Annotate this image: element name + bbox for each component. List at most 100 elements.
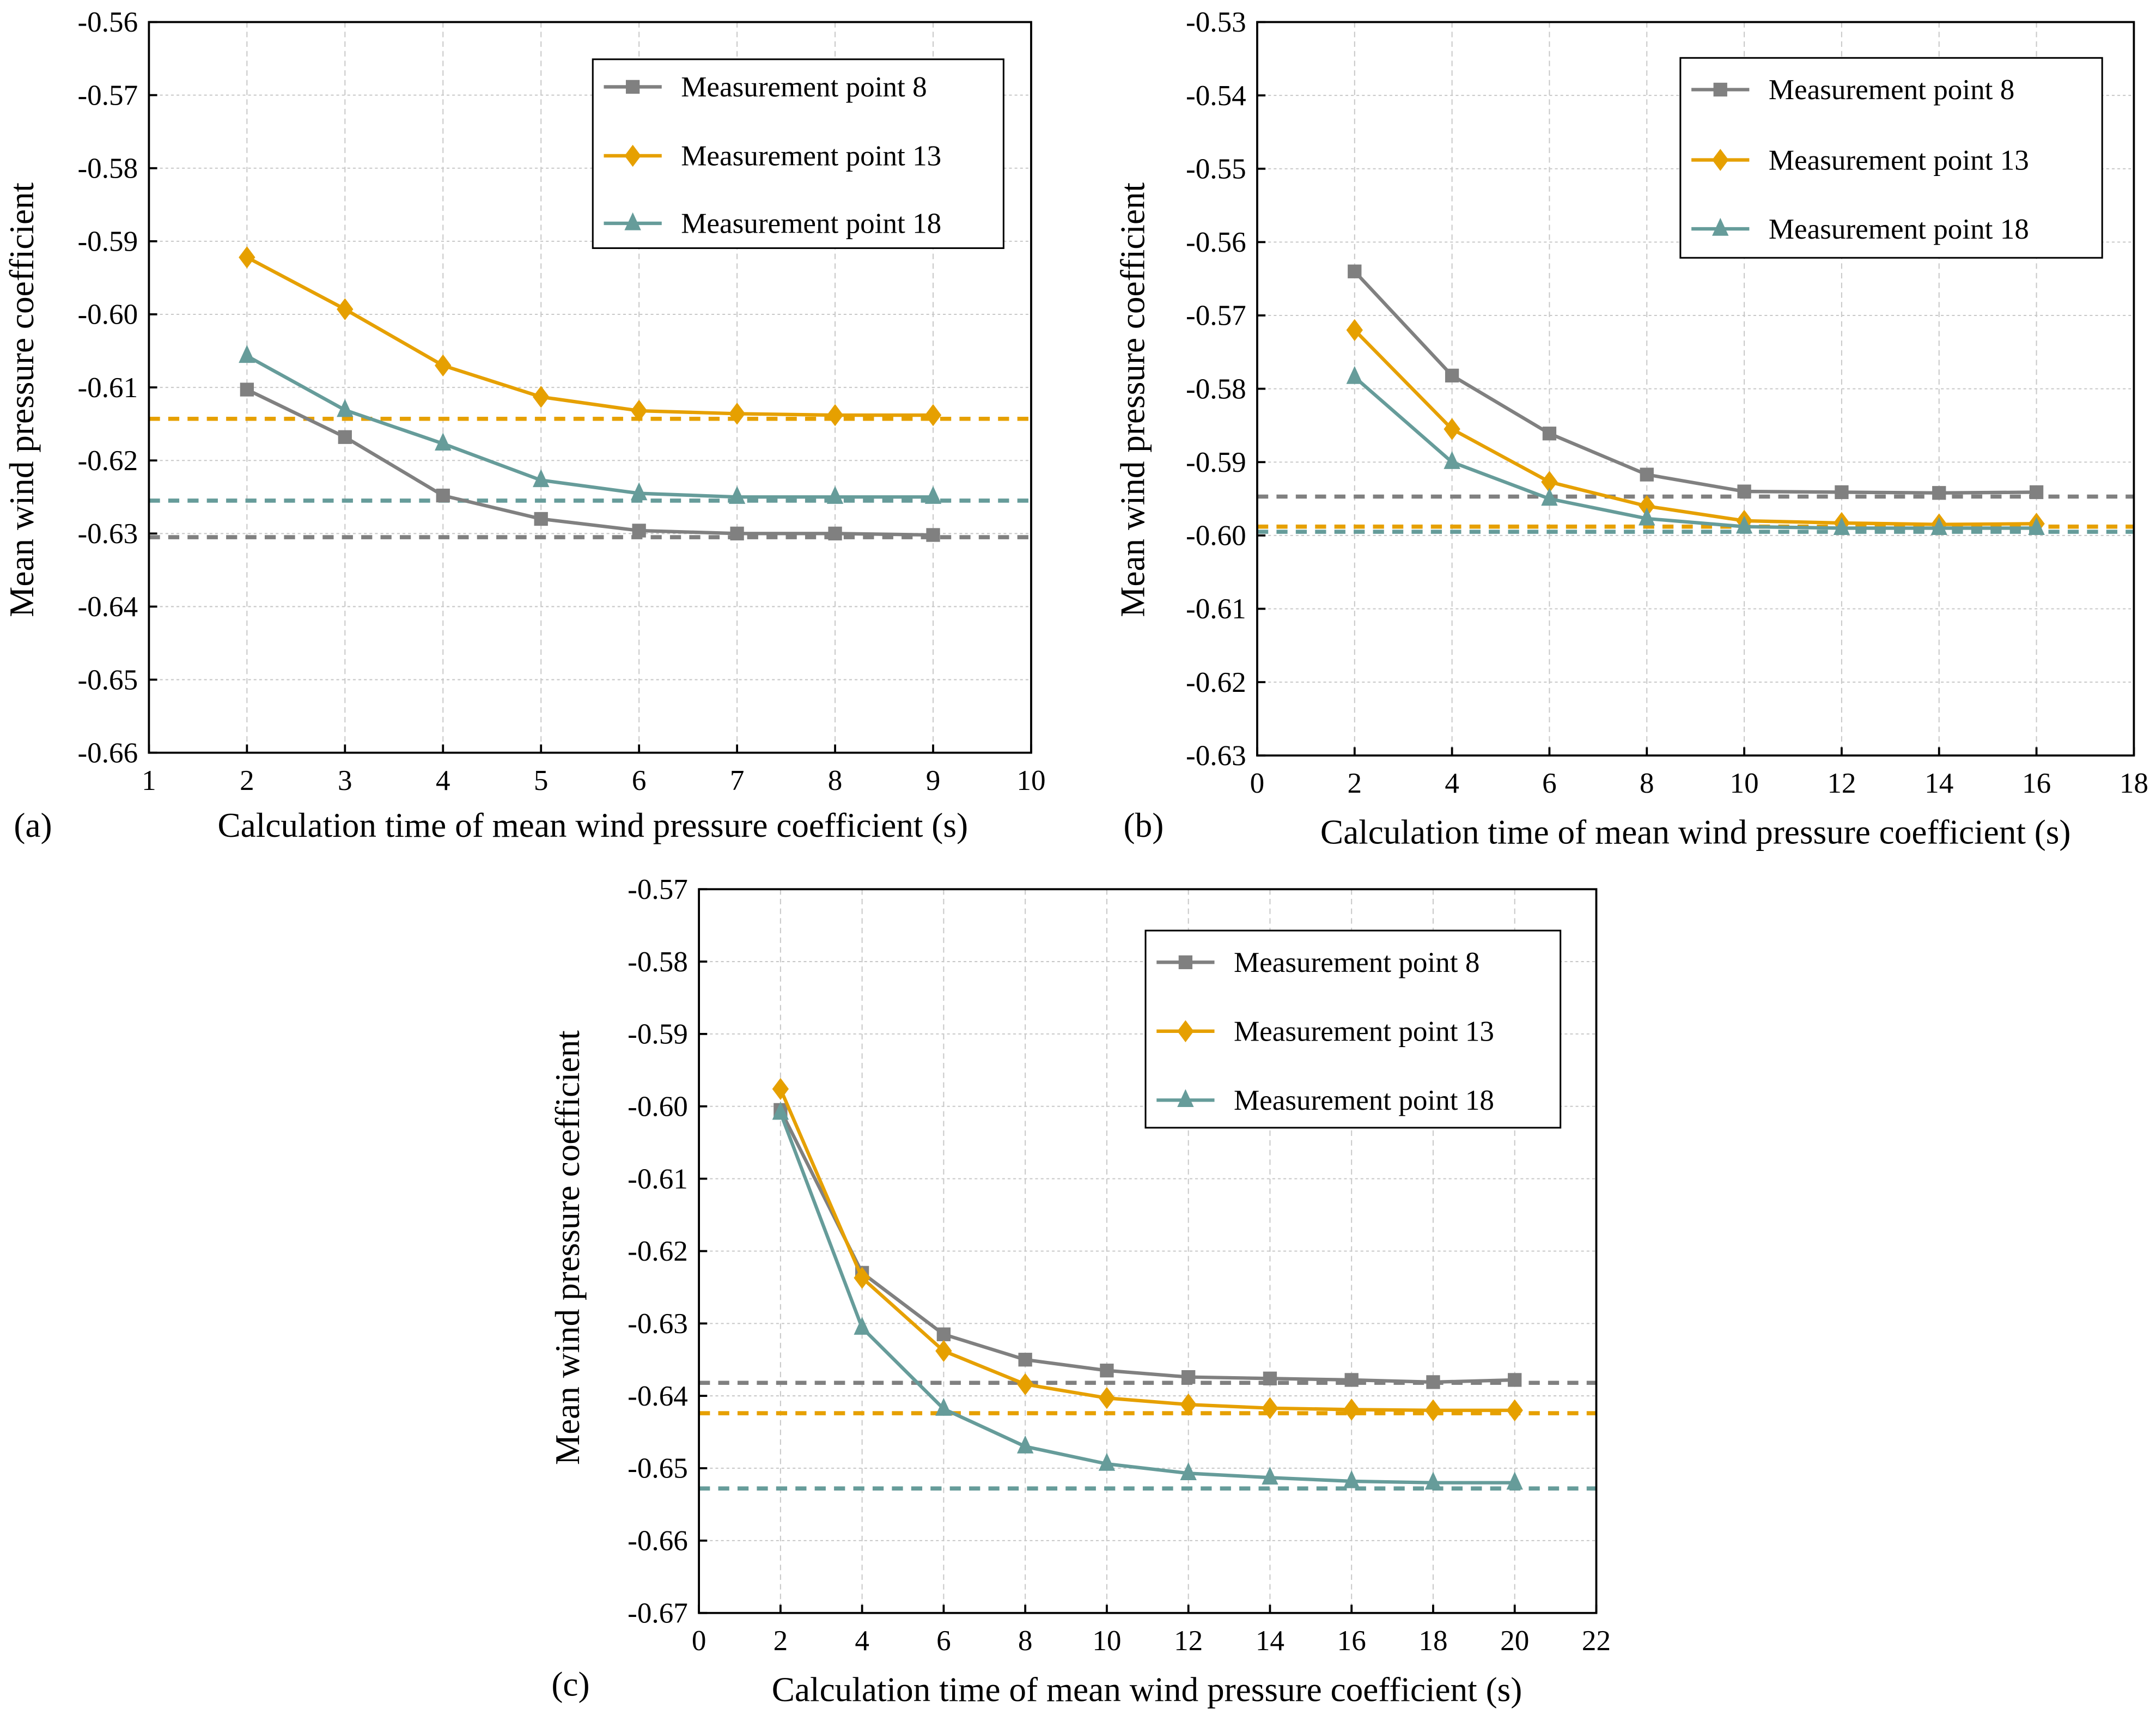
data-point (730, 526, 744, 540)
legend: Measurement point 8 Measurement point 13 M… (592, 58, 1004, 250)
panel-label: (b) (1124, 806, 1164, 844)
data-point (1181, 1370, 1196, 1384)
x-tick-label: 14 (1256, 1625, 1284, 1657)
data-point (1639, 507, 1655, 526)
y-tick-label: -0.62 (77, 445, 138, 477)
y-tick-label: -0.66 (628, 1525, 688, 1557)
series-line (1353, 270, 2037, 495)
y-tick-label: -0.63 (77, 518, 138, 550)
x-tick-label: 8 (1018, 1625, 1033, 1657)
data-point (936, 1327, 951, 1341)
legend-marker (1177, 1089, 1194, 1108)
y-tick-label: -0.65 (628, 1453, 688, 1485)
data-point (924, 486, 942, 504)
data-point (1506, 1399, 1523, 1421)
data-point (1098, 1452, 1116, 1471)
data-point (1930, 517, 1947, 536)
x-tick-label: 12 (1174, 1625, 1203, 1657)
y-tick-label: -0.62 (1186, 667, 1246, 698)
chart-panel-1: 1 2 3 4 5 6 7 8 9 10 -0.56 -0.57 -0.58 -0.59 -0.60 -0.6… (3, 7, 1046, 844)
legend-box (1144, 929, 1562, 1129)
data-point (1737, 484, 1751, 498)
data-point (1180, 1393, 1197, 1416)
data-point (828, 526, 842, 540)
series-line (246, 388, 934, 537)
legend-label: Measurement point 13 (1234, 1016, 1494, 1048)
series-line (246, 256, 934, 417)
data-point (826, 486, 844, 504)
data-point (935, 1340, 952, 1363)
data-point (1098, 1386, 1116, 1409)
plot-frame (1256, 21, 2135, 757)
x-tick-label: 10 (1730, 768, 1759, 799)
legend-marker (1178, 955, 1193, 969)
x-tick-label: 16 (1337, 1625, 1366, 1657)
x-tick-label: 6 (936, 1625, 951, 1657)
legend-label: Measurement point 18 (681, 208, 941, 240)
legend-label: Measurement point 8 (1234, 947, 1479, 978)
y-tick-label: -0.61 (1186, 593, 1246, 625)
data-point (632, 524, 646, 538)
y-tick-label: -0.58 (77, 153, 138, 184)
x-tick-label: 20 (1500, 1625, 1529, 1657)
data-point (436, 488, 450, 503)
y-tick-label: -0.64 (628, 1380, 688, 1412)
chart-panel-3: 0 2 4 6 8 10 12 14 16 18 20 22 -0.57 -0.58 -0.59 -0.60 -… (549, 874, 1611, 1709)
legend-marker (625, 80, 640, 94)
x-tick-label: 6 (1542, 768, 1557, 799)
x-tick-label: 7 (730, 765, 745, 796)
data-point (534, 512, 548, 526)
legend-marker (1712, 149, 1729, 171)
data-point (2028, 517, 2045, 536)
data-point (1932, 486, 1946, 500)
x-tick-label: 1 (142, 765, 156, 796)
legend-label: Measurement point 18 (1769, 214, 2029, 245)
y-axis-label: Mean wind pressure coefficient (1113, 182, 1152, 617)
y-tick-label: -0.61 (628, 1163, 688, 1195)
x-tick-label: 2 (240, 765, 254, 796)
y-tick-label: -0.53 (1186, 7, 1246, 38)
data-point (337, 399, 354, 417)
x-tick-label: 5 (534, 765, 549, 796)
y-tick-label: -0.56 (77, 7, 138, 38)
panel-label: (a) (14, 806, 52, 844)
data-point (1444, 418, 1460, 440)
x-tick-label: 0 (1250, 768, 1265, 799)
data-point (926, 528, 940, 542)
data-point (435, 433, 452, 451)
y-tick-label: -0.67 (628, 1597, 688, 1629)
data-point (1445, 368, 1459, 383)
y-tick-label: -0.64 (77, 591, 138, 623)
data-point (1424, 1399, 1442, 1421)
x-tick-label: 4 (855, 1625, 869, 1657)
data-point (924, 404, 942, 427)
y-tick-label: -0.62 (628, 1236, 688, 1267)
x-tick-label: 18 (2120, 768, 2148, 799)
legend-marker (624, 144, 641, 167)
y-tick-label: -0.58 (628, 946, 688, 978)
x-tick-label: 22 (1582, 1625, 1611, 1657)
legend-label: Measurement point 8 (681, 71, 927, 103)
y-tick-label: -0.55 (1186, 153, 1246, 185)
data-point (533, 469, 550, 488)
data-point (1542, 427, 1557, 441)
y-axis-label: Mean wind pressure coefficient (549, 1030, 587, 1465)
series-line (778, 1112, 1515, 1485)
data-point (772, 1078, 789, 1100)
panel-label: (c) (551, 1665, 589, 1704)
data-point (1508, 1373, 1522, 1387)
data-point (240, 382, 254, 397)
y-tick-label: -0.63 (628, 1308, 688, 1340)
data-point (1343, 1470, 1360, 1488)
data-point (239, 345, 255, 363)
data-point (435, 354, 452, 377)
data-point (854, 1317, 870, 1335)
y-tick-label: -0.63 (1186, 740, 1246, 771)
data-point (772, 1102, 789, 1120)
data-point (630, 399, 648, 422)
x-tick-label: 8 (1640, 768, 1654, 799)
x-tick-label: 0 (692, 1625, 707, 1657)
y-tick-label: -0.57 (77, 80, 138, 111)
y-tick-label: -0.57 (628, 874, 688, 905)
